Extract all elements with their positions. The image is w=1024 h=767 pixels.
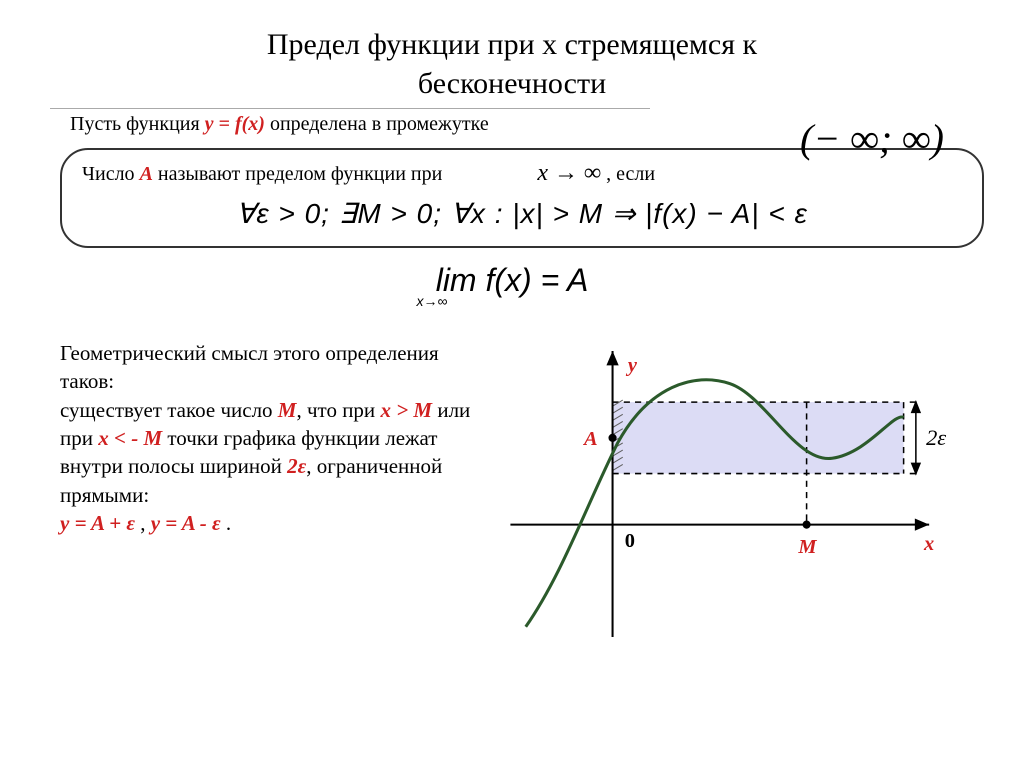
limit-equation: lim f(x) = A x→∞ (0, 262, 1024, 309)
chart-area: 2ε y x 0 A M (490, 339, 994, 654)
m-point (803, 521, 811, 529)
def-mid: называют пределом функции при (158, 163, 442, 185)
def-suffix: , если (606, 163, 655, 185)
a-point (608, 434, 616, 442)
lim-expr: lim f(x) = A (436, 262, 589, 298)
geom-l3a: x > M (380, 398, 432, 422)
geom-l3c: x < - M (98, 426, 162, 450)
epsilon-formula: ∀ε > 0; ∃M > 0; ∀x : |x| > M ⇒ |f(x) − A… (82, 197, 962, 230)
title-line1: Предел функции при x стремящемся к (267, 28, 757, 61)
origin-label: 0 (625, 530, 635, 552)
epsilon-band (613, 402, 904, 473)
band-label: 2ε (926, 425, 946, 450)
x-axis-arrow-icon (915, 519, 929, 531)
page-title: Предел функции при x стремящемся к беско… (0, 0, 1024, 103)
intro-prefix: Пусть функция (70, 113, 205, 135)
geom-l4a: y = A + ε (60, 511, 135, 535)
a-label: A (582, 428, 598, 450)
decorative-line (50, 108, 650, 109)
def-prefix: Число (82, 163, 140, 185)
geom-l4c: y = A - ε (151, 511, 221, 535)
def-A: А (140, 163, 153, 185)
definition-box: Число А называют пределом функции при x … (60, 148, 984, 248)
band-bracket (910, 402, 920, 473)
geom-l2a: существует такое число (60, 398, 278, 422)
definition-line1: Число А называют пределом функции при x … (82, 160, 962, 187)
geom-l2c: , что при (296, 398, 380, 422)
geom-l1: Геометрический смысл этого определения т… (60, 341, 439, 393)
interval-notation: (− ∞; ∞) (800, 115, 944, 162)
geometric-text: Геометрический смысл этого определения т… (60, 339, 490, 654)
m-label: M (797, 536, 817, 558)
intro-suffix: определена в промежутке (270, 113, 489, 135)
geom-l4b: , (135, 511, 151, 535)
y-axis-label: y (625, 354, 638, 376)
limit-chart: 2ε y x 0 A M (490, 339, 970, 649)
geom-l2b: M (278, 398, 297, 422)
y-axis-arrow-icon (606, 351, 618, 365)
bottom-section: Геометрический смысл этого определения т… (0, 339, 1024, 654)
title-line2: бесконечности (418, 67, 606, 100)
geom-l3e: 2ε (287, 454, 306, 478)
geom-l4d: . (221, 511, 232, 535)
x-axis-label: x (923, 533, 934, 555)
intro-func: y = f(x) (205, 113, 265, 135)
def-xarrow: x → ∞ (537, 160, 601, 186)
